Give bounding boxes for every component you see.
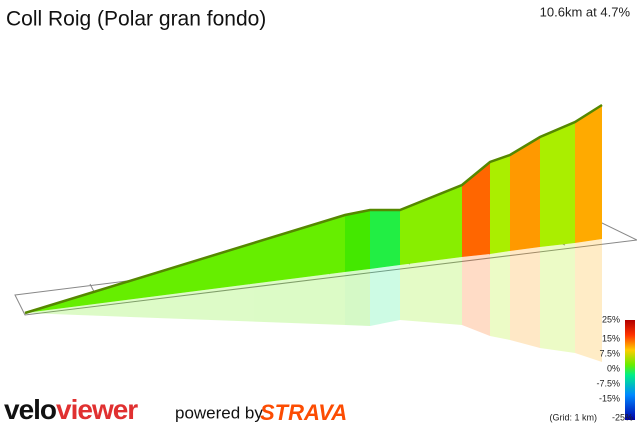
- scale-label: -15%: [599, 393, 620, 403]
- grid-note: (Grid: 1 km): [549, 412, 597, 422]
- title: Coll Roig (Polar gran fondo): [6, 8, 266, 31]
- strava-logo: STRAVA: [260, 400, 347, 425]
- scale-label: 7.5%: [599, 348, 620, 358]
- color-scale: [625, 320, 635, 420]
- summary: 10.6km at 4.7%: [540, 4, 631, 19]
- scale-label: 25%: [602, 314, 620, 324]
- scale-label: 15%: [602, 333, 620, 343]
- powered-by: powered by: [175, 403, 263, 422]
- scale-label: -25%: [612, 412, 633, 422]
- scale-label: 0%: [607, 363, 620, 373]
- brand-velo: velo: [4, 394, 57, 425]
- scale-label: -7.5%: [596, 378, 620, 388]
- profile-reflection: [25, 239, 602, 362]
- color-scale-labels: 25% 15% 7.5% 0% -7.5% -15%: [596, 314, 620, 403]
- profile: [24, 103, 603, 315]
- brand-viewer: viewer: [56, 394, 138, 425]
- brand-logo: veloviewer: [4, 394, 138, 425]
